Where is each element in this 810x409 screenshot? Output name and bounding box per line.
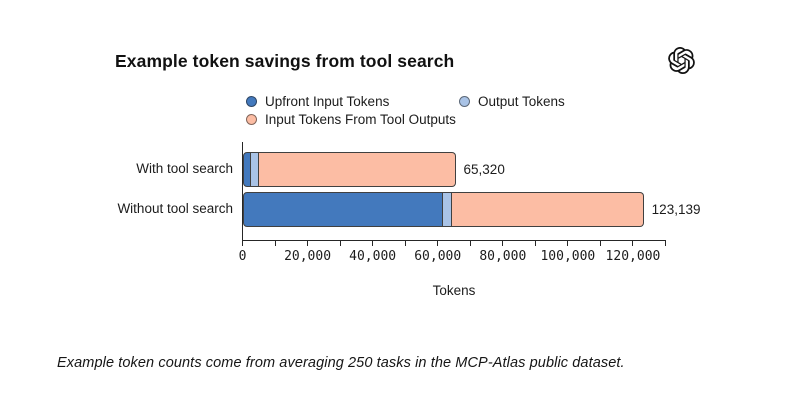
bar-total-label: 65,320 xyxy=(463,162,505,177)
stacked-bar xyxy=(243,152,456,187)
x-axis-tick xyxy=(502,241,504,246)
x-axis-tick xyxy=(307,241,309,246)
x-axis-tick xyxy=(665,241,666,246)
x-axis-line xyxy=(242,240,666,241)
bar-segment xyxy=(243,192,444,227)
x-axis-tick xyxy=(534,241,536,246)
x-axis-tick-label: 40,000 xyxy=(349,249,397,264)
legend-item: Input Tokens From Tool Outputs xyxy=(246,112,456,127)
y-axis-line xyxy=(242,142,243,240)
x-axis-tick-label: 120,000 xyxy=(605,249,661,264)
x-axis-tick-label: 0 xyxy=(238,249,247,264)
bar-total-label: 123,139 xyxy=(651,202,701,217)
bar-segment xyxy=(443,192,452,227)
legend-item: Upfront Input Tokens xyxy=(246,94,456,109)
legend-marker-circle-icon xyxy=(246,114,257,125)
category-label: Without tool search xyxy=(117,201,233,216)
x-axis-tick xyxy=(469,241,471,246)
x-axis-tick xyxy=(632,241,634,246)
stacked-bar xyxy=(243,192,644,227)
x-axis-tick xyxy=(437,241,439,246)
x-axis-tick xyxy=(242,241,243,246)
legend-label: Output Tokens xyxy=(478,94,565,109)
bar-segment xyxy=(243,152,252,187)
legend-column-2: Output Tokens xyxy=(459,94,565,109)
bar-segment xyxy=(451,192,644,227)
legend-marker-circle-icon xyxy=(459,96,470,107)
x-axis-tick-label: 80,000 xyxy=(479,249,527,264)
x-axis-tick xyxy=(567,241,569,246)
x-axis-tick xyxy=(339,241,341,246)
legend-column-1: Upfront Input Tokens Input Tokens From To… xyxy=(246,94,456,127)
x-axis-tick-label: 20,000 xyxy=(284,249,332,264)
x-axis-tick xyxy=(274,241,276,246)
bar-segment xyxy=(251,152,260,187)
legend-marker-circle-icon xyxy=(246,96,257,107)
openai-logo-icon xyxy=(668,47,695,74)
legend-item: Output Tokens xyxy=(459,94,565,109)
legend-label: Input Tokens From Tool Outputs xyxy=(265,112,456,127)
chart-title: Example token savings from tool search xyxy=(115,51,455,71)
legend-label: Upfront Input Tokens xyxy=(265,94,390,109)
x-axis-tick xyxy=(599,241,601,246)
footnote: Example token counts come from averaging… xyxy=(57,355,625,371)
x-axis-tick xyxy=(372,241,374,246)
x-axis-tick xyxy=(404,241,406,246)
x-axis-tick-label: 100,000 xyxy=(540,249,596,264)
bar-segment xyxy=(259,152,456,187)
x-axis-tick-label: 60,000 xyxy=(414,249,462,264)
category-label: With tool search xyxy=(136,161,233,176)
x-axis-label: Tokens xyxy=(432,283,476,298)
plot-area: Tokens 0 20,000 40,000 60,000 80,000 100,000 1… xyxy=(117,142,700,302)
